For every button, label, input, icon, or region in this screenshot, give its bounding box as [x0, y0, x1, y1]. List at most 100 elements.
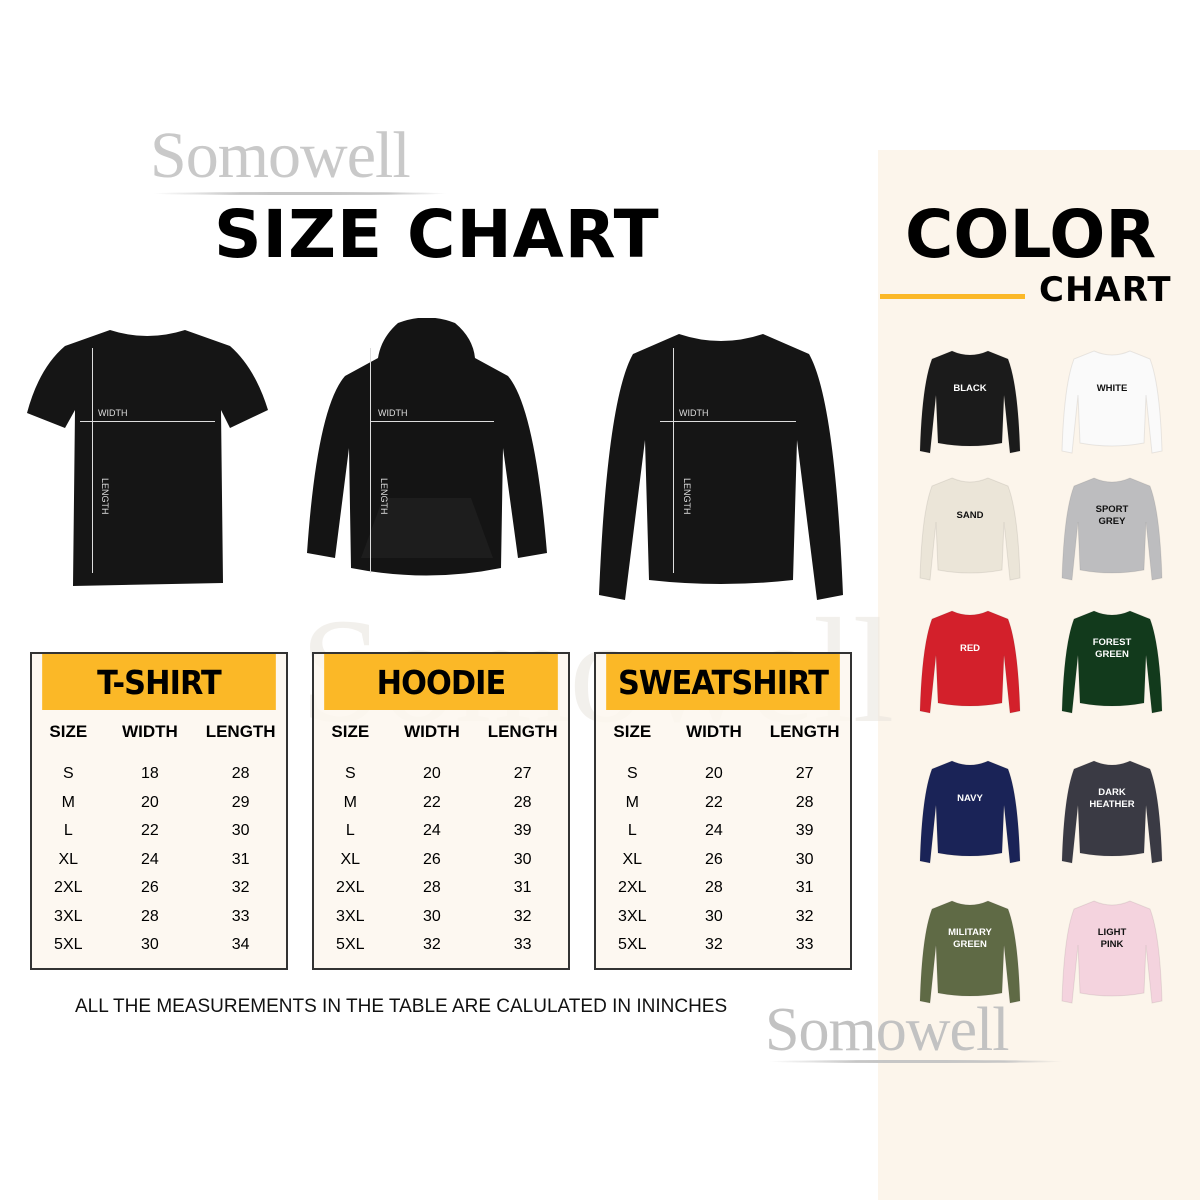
table-row: 3XL 30 32 — [596, 903, 850, 932]
table-row: L 24 39 — [596, 817, 850, 846]
table-cell: 28 — [795, 793, 814, 811]
color-label: SAND — [956, 510, 984, 521]
color-swatch-light-pink[interactable]: LIGHT PINK — [1060, 895, 1164, 1009]
table-cell: 3XL — [54, 907, 83, 925]
column-header: LENGTH — [487, 722, 558, 741]
column-header: WIDTH — [122, 722, 178, 741]
tshirt-length-label: LENGTH — [100, 478, 110, 515]
color-swatch-forest-green[interactable]: FOREST GREEN — [1060, 605, 1164, 719]
table-cell: 5XL — [618, 936, 647, 954]
table-row: L 24 39 — [314, 817, 568, 846]
column-header: LENGTH — [769, 722, 840, 741]
table-cell: 33 — [231, 907, 250, 925]
table-row: 3XL 30 32 — [314, 903, 568, 932]
column-header: SIZE — [331, 722, 370, 741]
sweatshirt-width-label: WIDTH — [679, 408, 709, 418]
color-swatch-military-green[interactable]: MILITARY GREEN — [918, 895, 1022, 1009]
logo-swoosh — [152, 192, 447, 195]
size-table-hoodie: HOODIE SIZE WIDTH LENGTH S 20 27 M 22 28 L 24 39 XL 26… — [312, 652, 570, 970]
table-title: SWEATSHIRT — [606, 654, 840, 710]
sweatshirt-image — [599, 334, 843, 600]
table-cell: 32 — [423, 936, 441, 954]
hoodie-length-line — [370, 348, 371, 573]
table-row: M 22 28 — [314, 789, 568, 818]
hoodie-width-label: WIDTH — [378, 408, 408, 418]
sweatshirt-length-line — [673, 348, 674, 573]
table-cell: 31 — [795, 879, 814, 897]
sweatshirt-icon — [919, 350, 1021, 454]
measurement-note: ALL THE MEASUREMENTS IN THE TABLE ARE CA… — [75, 996, 728, 1017]
sweatshirt-icon — [1061, 900, 1163, 1004]
color-swatch-sand[interactable]: SAND — [918, 472, 1022, 586]
table-cell: 28 — [513, 793, 532, 811]
table-cell: 5XL — [336, 936, 365, 954]
table-cell: 20 — [423, 765, 441, 783]
color-swatch-red[interactable]: RED — [918, 605, 1022, 719]
table-cell: 28 — [141, 907, 159, 925]
table-cell: 22 — [141, 822, 159, 840]
column-header: SIZE — [613, 722, 652, 741]
table-cell: 3XL — [618, 907, 647, 925]
table-row: 2XL 28 31 — [596, 874, 850, 903]
table-cell: 32 — [795, 907, 814, 925]
table-row: XL 24 31 — [32, 846, 286, 875]
brand-logo-bottom: Somowell — [765, 996, 1009, 1064]
table-header-row: SIZE WIDTH LENGTH — [596, 722, 850, 742]
table-cell: 18 — [141, 765, 159, 783]
color-label: FOREST GREEN — [1092, 637, 1132, 660]
sweatshirt-icon — [919, 900, 1021, 1004]
table-cell: 28 — [423, 879, 441, 897]
table-cell: 26 — [141, 879, 159, 897]
color-swatch-sport-grey[interactable]: SPORT GREY — [1060, 472, 1164, 586]
sweatshirt-length-label: LENGTH — [682, 478, 692, 515]
table-cell: 3XL — [336, 907, 365, 925]
table-cell: 22 — [423, 793, 441, 811]
table-cell: 30 — [141, 936, 159, 954]
table-row: M 20 29 — [32, 789, 286, 818]
table-cell: 22 — [705, 793, 723, 811]
color-chart-title: COLOR — [905, 196, 1157, 273]
table-header-row: SIZE WIDTH LENGTH — [314, 722, 568, 742]
color-swatch-black[interactable]: BLACK — [918, 345, 1022, 459]
table-cell: M — [343, 793, 357, 811]
color-swatch-white[interactable]: WHITE — [1060, 345, 1164, 459]
table-cell: 24 — [141, 850, 159, 868]
table-row: 2XL 28 31 — [314, 874, 568, 903]
color-label: RED — [959, 643, 981, 654]
sweatshirt-icon — [1061, 610, 1163, 714]
table-title: HOODIE — [324, 654, 558, 710]
column-header: WIDTH — [686, 722, 742, 741]
table-cell: 33 — [795, 936, 814, 954]
sweatshirt-icon — [1061, 350, 1163, 454]
table-cell: S — [626, 765, 638, 783]
hoodie-length-label: LENGTH — [379, 478, 389, 515]
accent-line — [880, 294, 1025, 299]
table-row: S 18 28 — [32, 760, 286, 789]
table-cell: XL — [58, 850, 79, 868]
sweatshirt-icon — [919, 610, 1021, 714]
color-swatch-navy[interactable]: NAVY — [918, 755, 1022, 869]
table-cell: XL — [340, 850, 361, 868]
table-cell: 39 — [795, 822, 814, 840]
size-table-t-shirt: T-SHIRT SIZE WIDTH LENGTH S 18 28 M 20 29 L 22 30 XL 2… — [30, 652, 288, 970]
table-title: T-SHIRT — [42, 654, 276, 710]
size-chart-title: SIZE CHART — [214, 196, 660, 273]
color-label: LIGHT PINK — [1097, 927, 1127, 950]
table-cell: 30 — [231, 822, 250, 840]
table-cell: 2XL — [618, 879, 647, 897]
table-cell: 27 — [795, 765, 814, 783]
table-cell: 2XL — [336, 879, 365, 897]
table-cell: 39 — [513, 822, 532, 840]
table-cell: 31 — [231, 850, 250, 868]
table-cell: 32 — [231, 879, 250, 897]
column-header: SIZE — [49, 722, 88, 741]
hoodie-width-line — [370, 421, 494, 422]
table-cell: 26 — [705, 850, 723, 868]
sweatshirt-width-line — [660, 421, 796, 422]
sweatshirt-icon — [919, 760, 1021, 864]
color-swatch-dark-heather[interactable]: DARK HEATHER — [1060, 755, 1164, 869]
table-cell: 2XL — [54, 879, 83, 897]
table-cell: 5XL — [54, 936, 83, 954]
table-cell: S — [62, 765, 74, 783]
color-label: NAVY — [957, 793, 983, 804]
